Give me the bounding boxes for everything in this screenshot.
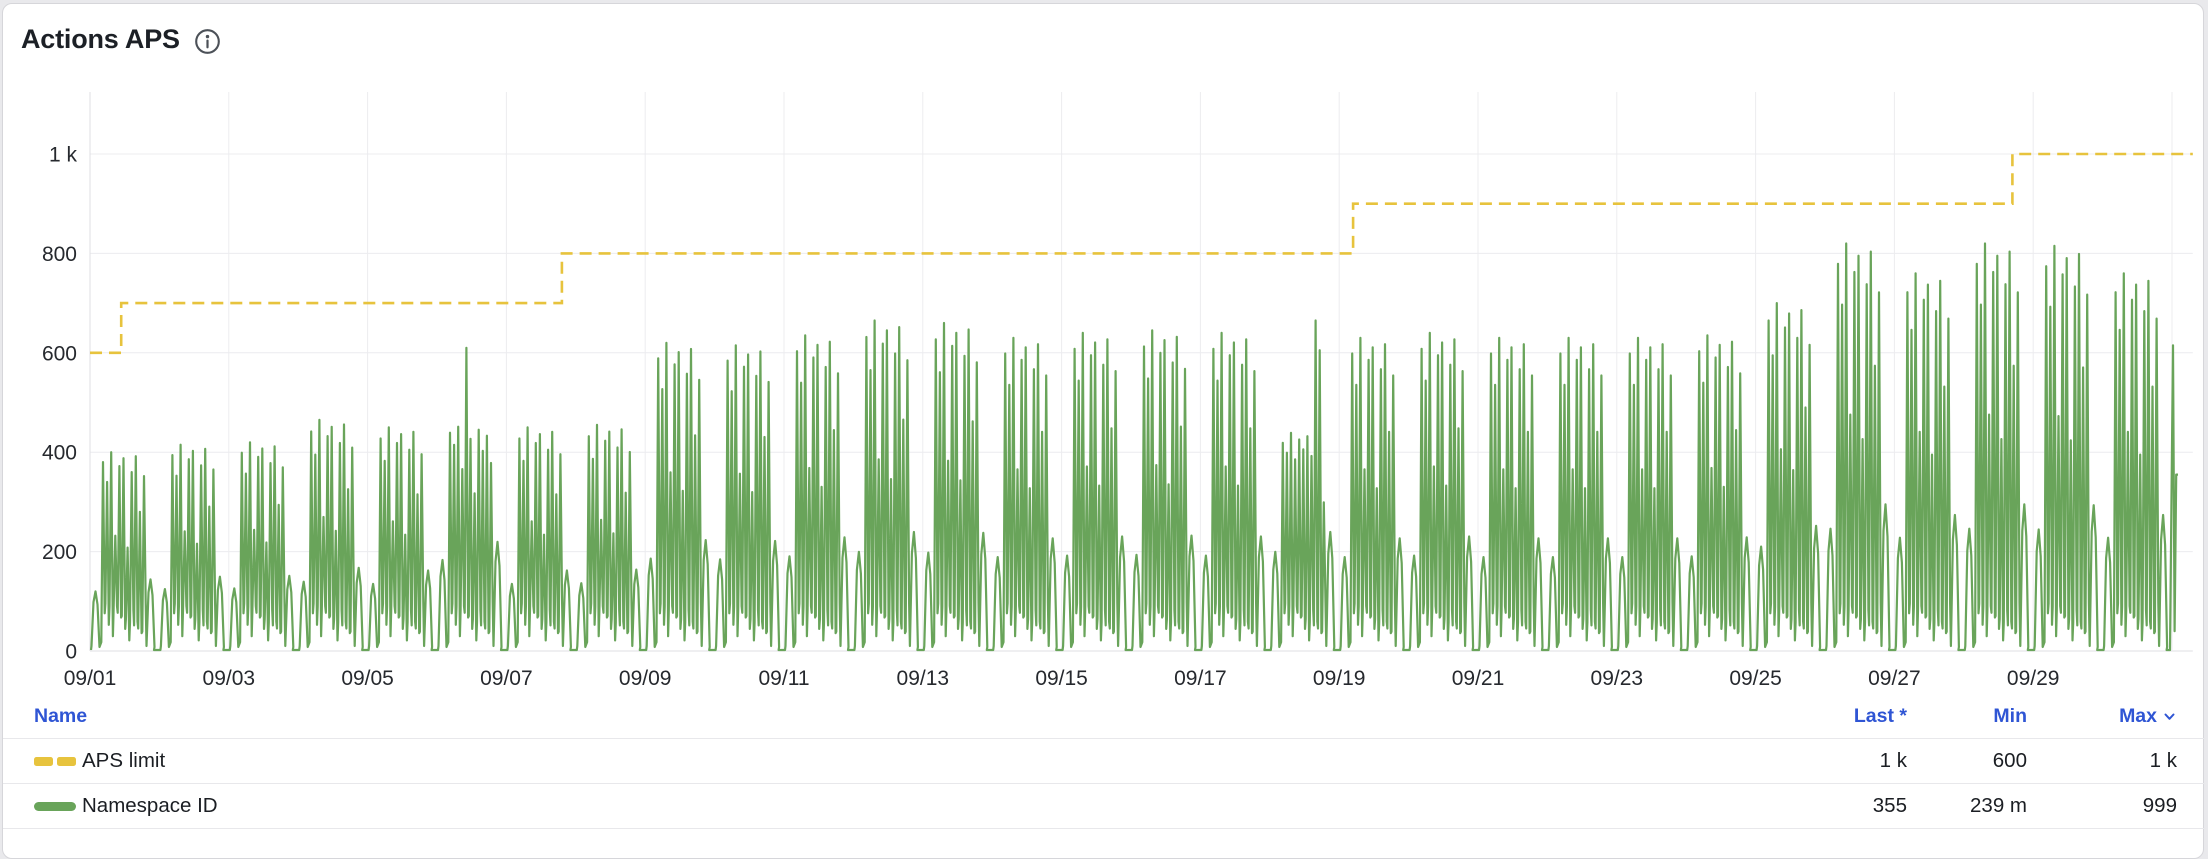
legend-table: Name Last * Min Max APS limit 1 k 600 1 k Na… <box>3 695 2205 829</box>
x-tick-label: 09/01 <box>64 667 117 690</box>
y-tick-label: 1 k <box>49 144 78 167</box>
legend-header-row: Name Last * Min Max <box>3 695 2205 739</box>
panel-title: Actions APS <box>21 23 180 54</box>
y-tick-label: 400 <box>42 442 77 465</box>
y-tick-label: 800 <box>42 243 77 266</box>
info-circle-icon[interactable] <box>194 28 221 55</box>
y-tick-label: 200 <box>42 541 77 564</box>
legend-max-value: 999 <box>2142 794 2177 817</box>
legend-min-value: 600 <box>1992 749 2027 772</box>
dashed-line-swatch <box>34 756 76 766</box>
legend-row-namespace-id[interactable]: Namespace ID 355 239 m 999 <box>3 784 2205 829</box>
legend-header-max-label: Max <box>2119 705 2157 727</box>
panel-header: Actions APS <box>21 19 221 59</box>
y-tick-label: 0 <box>65 641 77 664</box>
legend-header-last[interactable]: Last * <box>1747 705 1907 728</box>
x-tick-label: 09/13 <box>897 667 950 690</box>
x-tick-label: 09/17 <box>1174 667 1227 690</box>
legend-header-min-label: Min <box>1993 705 2027 727</box>
aps-time-series-chart[interactable]: 0 200 400 600 800 1 k 09/01 09/03 09/05 09/07 09/0… <box>3 4 2205 695</box>
solid-line-swatch <box>34 801 76 811</box>
legend-header-last-label: Last * <box>1853 705 1907 727</box>
legend-header-name[interactable]: Name <box>34 705 1747 728</box>
legend-last-value: 355 <box>1872 794 1907 817</box>
aps-limit-line <box>90 152 2193 355</box>
x-tick-label: 09/03 <box>203 667 256 690</box>
chevron-down-icon <box>2164 713 2175 720</box>
x-tick-label: 09/21 <box>1452 667 1505 690</box>
x-tick-label: 09/25 <box>1729 667 1782 690</box>
x-tick-label: 09/11 <box>759 667 810 690</box>
legend-row-aps-limit[interactable]: APS limit 1 k 600 1 k <box>3 739 2205 784</box>
x-tick-label: 09/15 <box>1035 667 1088 690</box>
y-tick-label: 600 <box>42 342 77 365</box>
x-tick-label: 09/27 <box>1868 667 1921 690</box>
x-tick-label: 09/29 <box>2007 667 2060 690</box>
legend-max-value: 1 k <box>2149 749 2177 772</box>
x-tick-label: 09/23 <box>1591 667 1644 690</box>
legend-series-name: APS limit <box>82 749 166 772</box>
x-tick-label: 09/07 <box>480 667 533 690</box>
legend-header-max[interactable]: Max <box>2027 705 2177 728</box>
legend-min-value: 239 m <box>1970 794 2027 817</box>
x-tick-label: 09/05 <box>341 667 394 690</box>
legend-header-min[interactable]: Min <box>1907 705 2027 728</box>
legend-series-name: Namespace ID <box>82 794 218 817</box>
actions-aps-panel: Actions APS 0 200 400 600 800 1 k 09/01 09/03 09… <box>2 3 2205 859</box>
legend-rows: APS limit 1 k 600 1 k Namespace ID 355 239 m 99… <box>3 739 2205 829</box>
x-tick-label: 09/19 <box>1313 667 1366 690</box>
x-tick-label: 09/09 <box>619 667 672 690</box>
legend-last-value: 1 k <box>1879 749 1907 772</box>
legend-header-name-label: Name <box>34 705 88 727</box>
namespace-id-line <box>89 242 2178 652</box>
